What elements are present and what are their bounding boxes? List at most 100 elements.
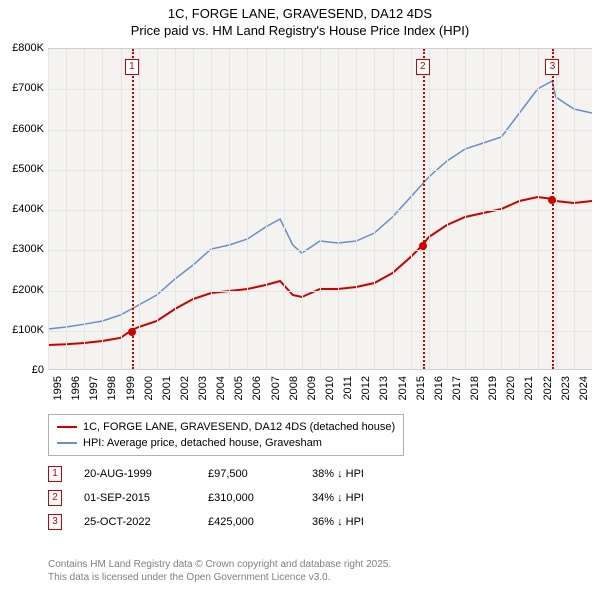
gridline-v (519, 49, 520, 369)
x-tick-label: 2010 (324, 376, 336, 400)
series-marker (419, 242, 427, 250)
gridline-v (411, 49, 412, 369)
gridline-v (66, 49, 67, 369)
gridline-v (483, 49, 484, 369)
gridline-v (139, 49, 140, 369)
gridline-v (447, 49, 448, 369)
gridline-v (247, 49, 248, 369)
title-address: 1C, FORGE LANE, GRAVESEND, DA12 4DS (0, 6, 600, 21)
y-tick-label: £700K (12, 82, 44, 94)
transactions-table: 1 20-AUG-1999 £97,500 38% ↓ HPI 2 01-SEP-2015… (48, 462, 412, 534)
gridline-v (429, 49, 430, 369)
x-tick-label: 2015 (415, 376, 427, 400)
legend-box: 1C, FORGE LANE, GRAVESEND, DA12 4DS (det… (48, 414, 404, 456)
x-tick-label: 2023 (560, 376, 572, 400)
event-line (132, 49, 134, 369)
series-marker (548, 196, 556, 204)
transaction-badge: 1 (48, 466, 62, 482)
transaction-row: 325-OCT-2022£425,00036% ↓ HPI (48, 510, 412, 534)
transaction-badge: 3 (48, 514, 62, 530)
legend-swatch (57, 426, 77, 428)
y-tick-label: £0 (32, 364, 44, 376)
gridline-v (229, 49, 230, 369)
x-tick-label: 2002 (179, 376, 191, 400)
gridline-v (374, 49, 375, 369)
x-tick-label: 2000 (143, 376, 155, 400)
transaction-price: £97,500 (208, 468, 308, 480)
x-tick-label: 2024 (578, 376, 590, 400)
x-tick-label: 2014 (397, 376, 409, 400)
gridline-v (175, 49, 176, 369)
transaction-badge: 2 (48, 490, 62, 506)
gridline-v (465, 49, 466, 369)
x-tick-label: 2013 (378, 376, 390, 400)
chart-plot-area: 1 2 3 (48, 48, 592, 370)
transaction-date: 01-SEP-2015 (84, 492, 204, 504)
transaction-delta: 34% ↓ HPI (312, 492, 412, 504)
x-tick-label: 2003 (197, 376, 209, 400)
gridline-v (356, 49, 357, 369)
gridline-v (102, 49, 103, 369)
x-tick-label: 2005 (233, 376, 245, 400)
transaction-price: £310,000 (208, 492, 308, 504)
x-tick-label: 2019 (487, 376, 499, 400)
x-tick-label: 2021 (523, 376, 535, 400)
gridline-v (501, 49, 502, 369)
x-tick-label: 1996 (70, 376, 82, 400)
title-subtitle: Price paid vs. HM Land Registry's House … (0, 23, 600, 38)
gridline-v (320, 49, 321, 369)
gridline-v (84, 49, 85, 369)
x-axis-labels: 1995199619971998199920002001200220032004… (48, 372, 592, 412)
legend-swatch (57, 442, 77, 444)
gridline-v (284, 49, 285, 369)
x-tick-label: 1999 (125, 376, 137, 400)
gridline-v (538, 49, 539, 369)
x-tick-label: 2008 (288, 376, 300, 400)
event-badge: 3 (545, 59, 559, 75)
gridline-v (193, 49, 194, 369)
x-tick-label: 1998 (106, 376, 118, 400)
y-tick-label: £300K (12, 243, 44, 255)
footer-attribution: Contains HM Land Registry data © Crown c… (48, 558, 391, 584)
x-tick-label: 2016 (433, 376, 445, 400)
transaction-date: 25-OCT-2022 (84, 516, 204, 528)
gridline-v (302, 49, 303, 369)
footer-line1: Contains HM Land Registry data © Crown c… (48, 558, 391, 571)
y-axis-labels: £0£100K£200K£300K£400K£500K£600K£700K£80… (0, 48, 46, 370)
footer-line2: This data is licensed under the Open Gov… (48, 571, 391, 584)
series-marker (128, 328, 136, 336)
event-badge: 2 (416, 59, 430, 75)
legend-row: 1C, FORGE LANE, GRAVESEND, DA12 4DS (det… (57, 419, 395, 435)
gridline-v (48, 49, 49, 369)
y-tick-label: £100K (12, 324, 44, 336)
x-tick-label: 2001 (161, 376, 173, 400)
y-tick-label: £400K (12, 203, 44, 215)
x-tick-label: 1997 (88, 376, 100, 400)
transaction-date: 20-AUG-1999 (84, 468, 204, 480)
x-tick-label: 2011 (342, 376, 354, 400)
transaction-row: 2 01-SEP-2015 £310,000 34% ↓ HPI (48, 486, 412, 510)
gridline-v (157, 49, 158, 369)
x-tick-label: 2022 (542, 376, 554, 400)
gridline-v (556, 49, 557, 369)
x-tick-label: 2012 (360, 376, 372, 400)
event-badge: 1 (125, 59, 139, 75)
x-tick-label: 2017 (451, 376, 463, 400)
transaction-delta: 38% ↓ HPI (312, 468, 412, 480)
y-tick-label: £500K (12, 163, 44, 175)
y-tick-label: £200K (12, 284, 44, 296)
gridline-v (121, 49, 122, 369)
gridline-v (574, 49, 575, 369)
legend-label: 1C, FORGE LANE, GRAVESEND, DA12 4DS (det… (83, 421, 395, 433)
gridline-v (393, 49, 394, 369)
event-line (423, 49, 425, 369)
x-tick-label: 2007 (270, 376, 282, 400)
transaction-delta: 36% ↓ HPI (312, 516, 412, 528)
event-line (552, 49, 554, 369)
gridline-v (338, 49, 339, 369)
gridline-v (211, 49, 212, 369)
title-block: 1C, FORGE LANE, GRAVESEND, DA12 4DS Pric… (0, 0, 600, 38)
legend-label: HPI: Average price, detached house, Grav… (83, 437, 322, 449)
x-tick-label: 2020 (505, 376, 517, 400)
chart-container: 1C, FORGE LANE, GRAVESEND, DA12 4DS Pric… (0, 0, 600, 590)
